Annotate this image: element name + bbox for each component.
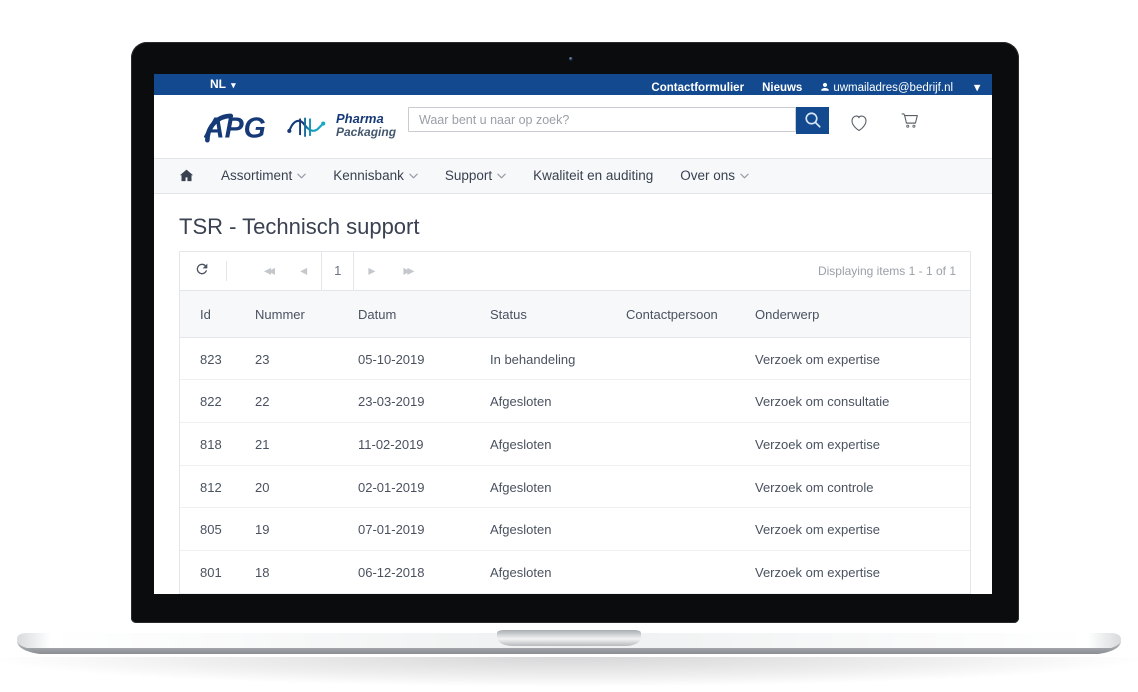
svg-text:APG: APG: [204, 112, 266, 144]
